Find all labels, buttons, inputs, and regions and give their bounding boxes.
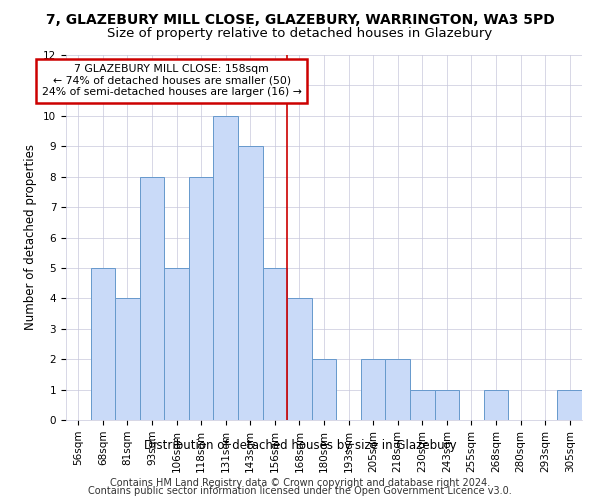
Text: Distribution of detached houses by size in Glazebury: Distribution of detached houses by size … bbox=[143, 440, 457, 452]
Bar bbox=[140, 176, 164, 420]
Bar bbox=[484, 390, 508, 420]
Bar bbox=[263, 268, 287, 420]
Bar bbox=[189, 176, 214, 420]
Bar bbox=[385, 359, 410, 420]
Bar bbox=[410, 390, 434, 420]
Bar bbox=[434, 390, 459, 420]
Text: 7, GLAZEBURY MILL CLOSE, GLAZEBURY, WARRINGTON, WA3 5PD: 7, GLAZEBURY MILL CLOSE, GLAZEBURY, WARR… bbox=[46, 12, 554, 26]
Text: Contains public sector information licensed under the Open Government Licence v3: Contains public sector information licen… bbox=[88, 486, 512, 496]
Y-axis label: Number of detached properties: Number of detached properties bbox=[25, 144, 37, 330]
Bar bbox=[287, 298, 312, 420]
Bar bbox=[361, 359, 385, 420]
Text: 7 GLAZEBURY MILL CLOSE: 158sqm
← 74% of detached houses are smaller (50)
24% of : 7 GLAZEBURY MILL CLOSE: 158sqm ← 74% of … bbox=[42, 64, 302, 98]
Bar bbox=[238, 146, 263, 420]
Bar bbox=[214, 116, 238, 420]
Bar bbox=[164, 268, 189, 420]
Bar bbox=[312, 359, 336, 420]
Bar bbox=[115, 298, 140, 420]
Text: Size of property relative to detached houses in Glazebury: Size of property relative to detached ho… bbox=[107, 28, 493, 40]
Bar bbox=[91, 268, 115, 420]
Bar bbox=[557, 390, 582, 420]
Text: Contains HM Land Registry data © Crown copyright and database right 2024.: Contains HM Land Registry data © Crown c… bbox=[110, 478, 490, 488]
